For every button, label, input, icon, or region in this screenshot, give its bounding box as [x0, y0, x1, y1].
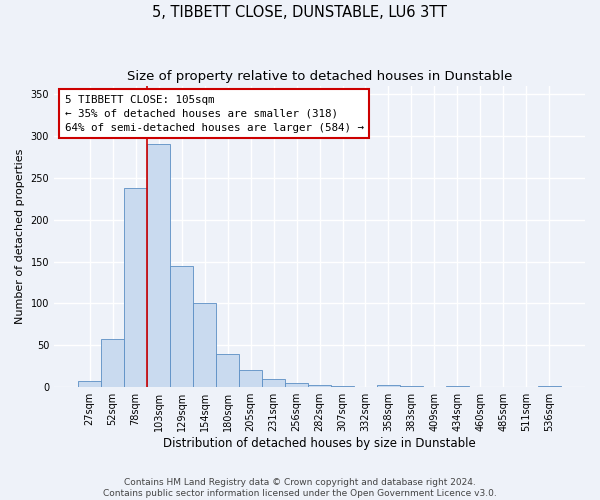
Bar [262, 379, 285, 387]
Bar [538, 386, 561, 387]
Bar [446, 386, 469, 387]
Bar [216, 354, 239, 387]
Bar [377, 384, 400, 387]
Text: 5 TIBBETT CLOSE: 105sqm
← 35% of detached houses are smaller (318)
64% of semi-d: 5 TIBBETT CLOSE: 105sqm ← 35% of detache… [65, 94, 364, 132]
Bar [193, 304, 216, 387]
Bar [331, 386, 354, 387]
Text: 5, TIBBETT CLOSE, DUNSTABLE, LU6 3TT: 5, TIBBETT CLOSE, DUNSTABLE, LU6 3TT [152, 5, 448, 20]
Bar [308, 384, 331, 387]
X-axis label: Distribution of detached houses by size in Dunstable: Distribution of detached houses by size … [163, 437, 476, 450]
Y-axis label: Number of detached properties: Number of detached properties [15, 148, 25, 324]
Title: Size of property relative to detached houses in Dunstable: Size of property relative to detached ho… [127, 70, 512, 83]
Bar [400, 386, 423, 387]
Bar [147, 144, 170, 387]
Bar [285, 383, 308, 387]
Bar [78, 380, 101, 387]
Bar [170, 266, 193, 387]
Text: Contains HM Land Registry data © Crown copyright and database right 2024.
Contai: Contains HM Land Registry data © Crown c… [103, 478, 497, 498]
Bar [101, 340, 124, 387]
Bar [239, 370, 262, 387]
Bar [124, 188, 147, 387]
